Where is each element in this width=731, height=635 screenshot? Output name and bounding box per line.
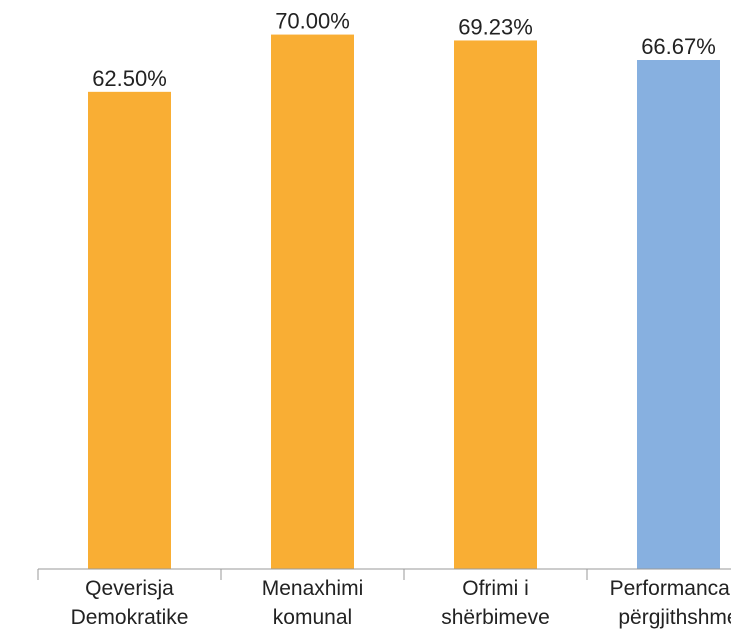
data-label-3: 69.23% [458, 14, 533, 39]
data-label-1: 62.50% [92, 66, 167, 91]
category-label-2-line-1: Menaxhimi [262, 577, 364, 600]
category-label-1-line-1: Qeverisja [85, 577, 174, 600]
bar-1 [88, 92, 171, 569]
category-label-4-line-1: Performanca e [610, 577, 731, 600]
bars-group [88, 35, 720, 569]
data-label-2: 70.00% [275, 9, 350, 34]
bar-4 [637, 60, 720, 569]
category-labels-group: Qeverisja Demokratike Menaxhimi komunal Ofri… [71, 577, 731, 629]
data-label-4: 66.67% [641, 34, 716, 59]
category-label-3-line-1: Ofrimi i [462, 577, 529, 600]
category-label-4-line-2: përgjithshme [618, 606, 731, 629]
data-labels-group: 62.50% 70.00% 69.23% 66.67% [92, 9, 716, 91]
category-label-1-line-2: Demokratike [71, 606, 189, 629]
bar-3 [454, 40, 537, 569]
category-label-3-line-2: shërbimeve [441, 606, 550, 629]
bar-2 [271, 35, 354, 569]
category-label-2-line-2: komunal [273, 606, 352, 629]
